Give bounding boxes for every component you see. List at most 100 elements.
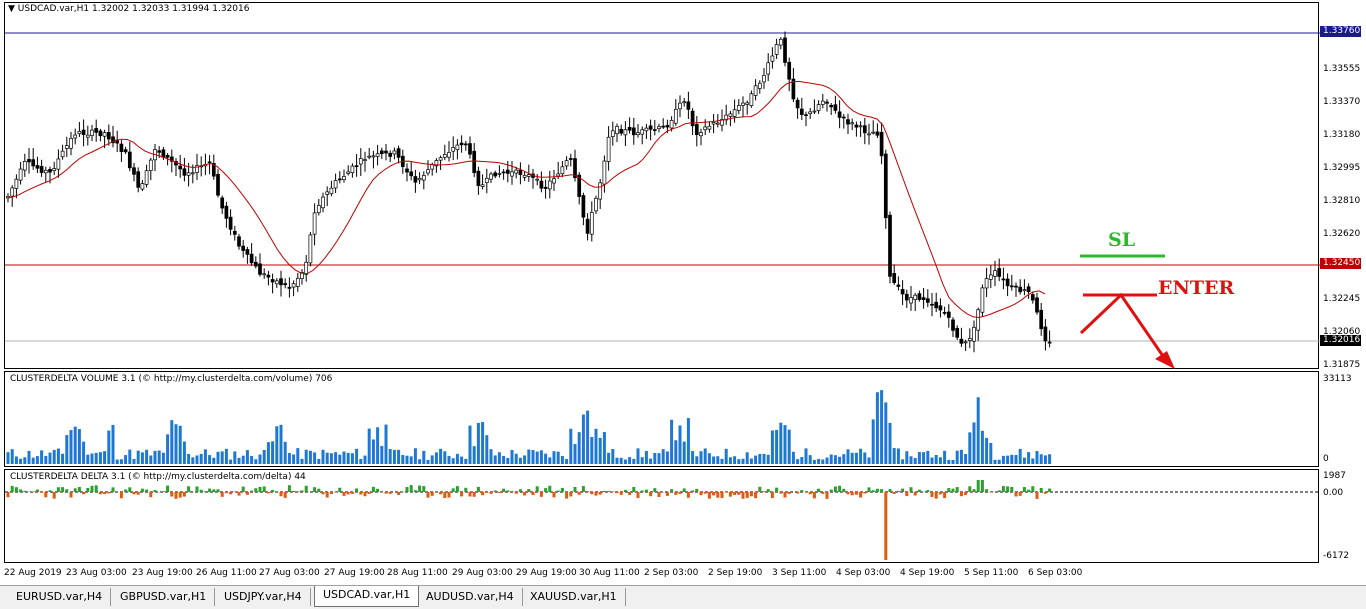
- delta-bar-positive: [112, 487, 115, 492]
- candle-body: [263, 274, 266, 275]
- volume-bar: [683, 442, 686, 464]
- candle-body: [364, 160, 367, 161]
- delta-bar-negative: [498, 492, 501, 493]
- volume-bar: [191, 457, 194, 464]
- candle-body: [502, 172, 505, 173]
- enter-label: ENTER: [1158, 277, 1234, 299]
- candle-body: [343, 176, 346, 179]
- delta-bar-positive: [263, 486, 266, 492]
- candle-body: [359, 159, 362, 165]
- time-tick: 3 Sep 11:00: [772, 568, 826, 578]
- volume-bar: [309, 451, 312, 464]
- candle-body: [15, 179, 18, 188]
- delta-bar-positive: [758, 487, 761, 492]
- tab-audusd[interactable]: AUDUSD.var,H4: [418, 588, 523, 606]
- price-chart-pane[interactable]: [4, 2, 1319, 369]
- volume-indicator-title: CLUSTERDELTA VOLUME 3.1 (© http://my.clu…: [10, 374, 332, 384]
- candle-body: [767, 63, 770, 74]
- price-chart[interactable]: [5, 3, 1320, 370]
- volume-bar: [758, 454, 761, 464]
- time-tick: 23 Aug 03:00: [66, 568, 127, 578]
- delta-bar-negative: [620, 492, 623, 495]
- delta-bar-positive: [641, 491, 644, 492]
- volume-bar: [217, 452, 220, 464]
- volume-bar: [784, 425, 787, 464]
- candle-body: [19, 169, 22, 180]
- delta-bar-negative: [737, 492, 740, 495]
- volume-bar: [641, 457, 644, 464]
- candle-body: [536, 179, 539, 180]
- candle-body: [490, 174, 493, 179]
- delta-bar-negative: [149, 492, 152, 497]
- candle-body: [695, 124, 698, 134]
- candle-body: [519, 170, 522, 174]
- candle-body: [893, 273, 896, 282]
- volume-bar: [338, 455, 341, 464]
- delta-bar-positive: [544, 488, 547, 492]
- tab-gbpusd[interactable]: GBPUSD.var,H1: [112, 588, 215, 606]
- volume-bar: [935, 455, 938, 464]
- time-tick: 28 Aug 11:00: [387, 568, 448, 578]
- delta-bar-positive: [11, 486, 14, 492]
- delta-bar-positive: [977, 480, 980, 492]
- candle-body: [225, 206, 228, 218]
- delta-bar-positive: [95, 485, 98, 492]
- volume-bar: [70, 430, 73, 464]
- volume-bar: [200, 454, 203, 464]
- volume-bar: [964, 454, 967, 464]
- candle-body: [599, 183, 602, 199]
- time-tick: 27 Aug 03:00: [259, 568, 320, 578]
- candle-body: [439, 158, 442, 160]
- volume-bar: [305, 450, 308, 464]
- enter-arrowhead: [1155, 351, 1175, 369]
- candle-body: [485, 178, 488, 182]
- delta-bar-positive: [305, 486, 308, 492]
- candle-body: [653, 130, 656, 131]
- tab-usdjpy[interactable]: USDJPY.var,H4: [216, 588, 311, 606]
- volume-indicator-pane[interactable]: [4, 371, 1319, 467]
- candle-body: [158, 151, 161, 153]
- candle-body: [242, 246, 245, 250]
- volume-bar: [708, 453, 711, 464]
- tab-usdcad[interactable]: USDCAD.var,H1: [314, 586, 419, 607]
- delta-bar-negative: [893, 492, 896, 494]
- delta-bar-negative: [742, 492, 745, 499]
- delta-bar-negative: [427, 492, 430, 498]
- delta-bar-positive: [154, 490, 157, 492]
- delta-bar-positive: [670, 489, 673, 492]
- volume-bar: [145, 450, 148, 464]
- time-tick: 29 Aug 03:00: [452, 568, 513, 578]
- candle-body: [771, 56, 774, 61]
- volume-bar: [301, 459, 304, 464]
- delta-bar-negative: [704, 492, 707, 494]
- volume-bar: [330, 453, 333, 464]
- delta-bar-positive: [418, 486, 421, 492]
- delta-indicator-pane[interactable]: [4, 469, 1319, 563]
- candle-body: [582, 196, 585, 218]
- candle-body: [628, 127, 631, 130]
- delta-bar-negative: [70, 492, 73, 497]
- volume-bar: [107, 431, 110, 464]
- delta-bar-negative: [397, 492, 400, 495]
- candle-body: [32, 160, 35, 166]
- volume-bar: [288, 453, 291, 464]
- volume-bar: [998, 460, 1001, 464]
- delta-bar-positive: [141, 489, 144, 492]
- candle-body: [884, 154, 887, 218]
- candle-body: [805, 115, 808, 116]
- delta-bar-positive: [1023, 487, 1026, 492]
- delta-bar-negative: [863, 492, 866, 494]
- volume-bar: [544, 454, 547, 464]
- candle-body: [376, 154, 379, 157]
- volume-bar: [137, 451, 140, 464]
- delta-bar-positive: [536, 486, 539, 492]
- delta-bar-negative: [347, 492, 350, 494]
- delta-bar-negative: [788, 492, 791, 494]
- tab-xauusd[interactable]: XAUUSD.var,H1: [522, 588, 626, 606]
- volume-bar: [884, 402, 887, 464]
- delta-bar-negative: [666, 492, 669, 496]
- collapse-arrow-icon[interactable]: ▼: [8, 4, 15, 14]
- tab-eurusd[interactable]: EURUSD.var,H4: [8, 588, 111, 606]
- candle-body: [855, 125, 858, 127]
- candle-body: [796, 100, 799, 108]
